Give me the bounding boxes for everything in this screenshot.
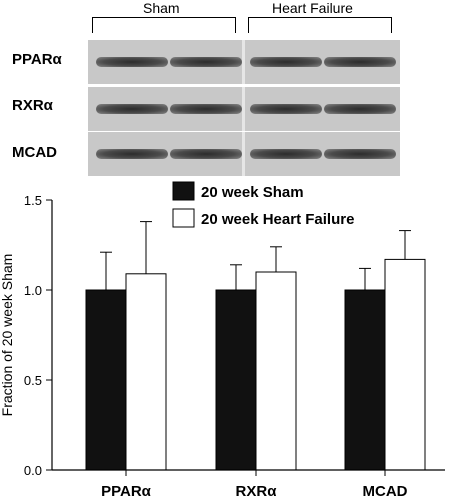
blot-band <box>96 104 168 114</box>
blot-bracket-heart-failure <box>248 17 392 33</box>
blot-divider <box>242 87 245 131</box>
bar-sham-1 <box>215 289 257 471</box>
x-tick-label: RXRα <box>236 483 278 500</box>
bar-heart-failure-1 <box>255 271 297 471</box>
blot-band <box>96 57 168 67</box>
legend-label: 20 week Sham <box>201 184 304 201</box>
x-tick-label: MCAD <box>363 483 408 500</box>
blot-band <box>250 149 322 159</box>
bar-sham-0 <box>85 289 127 471</box>
blot-band <box>170 149 242 159</box>
bar-heart-failure-2 <box>384 258 426 471</box>
bar-heart-failure-0 <box>125 273 167 471</box>
blot-band <box>324 104 396 114</box>
y-tick-label: 1.5 <box>24 193 42 208</box>
y-axis-label: Fraction of 20 week Sham <box>0 254 15 417</box>
blot-band <box>324 57 396 67</box>
blot-band <box>324 149 396 159</box>
blot-image-mcad <box>88 132 400 176</box>
legend-label: 20 week Heart Failure <box>201 211 354 228</box>
blot-group-label-heart-failure: Heart Failure <box>272 0 353 16</box>
blot-divider <box>242 132 245 176</box>
y-tick-label: 0.5 <box>24 373 42 388</box>
blot-band <box>170 57 242 67</box>
legend-swatch <box>172 208 195 228</box>
blot-label-ppar: PPARα <box>12 51 62 68</box>
blot-divider <box>242 40 245 84</box>
blot-label-mcad: MCAD <box>12 144 57 161</box>
y-tick-label: 0.0 <box>24 463 42 478</box>
blot-image-ppar <box>88 40 400 84</box>
blot-bracket-sham <box>92 17 236 33</box>
y-tick-label: 1.0 <box>24 283 42 298</box>
blot-band <box>96 149 168 159</box>
blot-band <box>170 104 242 114</box>
blot-band <box>250 104 322 114</box>
blot-band <box>250 57 322 67</box>
blot-group-label-sham: Sham <box>143 0 180 16</box>
blot-label-rxr: RXRα <box>12 97 53 114</box>
legend-swatch <box>172 181 195 201</box>
bar-sham-2 <box>344 289 386 471</box>
x-tick-label: PPARα <box>101 483 152 500</box>
blot-image-rxr <box>88 87 400 131</box>
